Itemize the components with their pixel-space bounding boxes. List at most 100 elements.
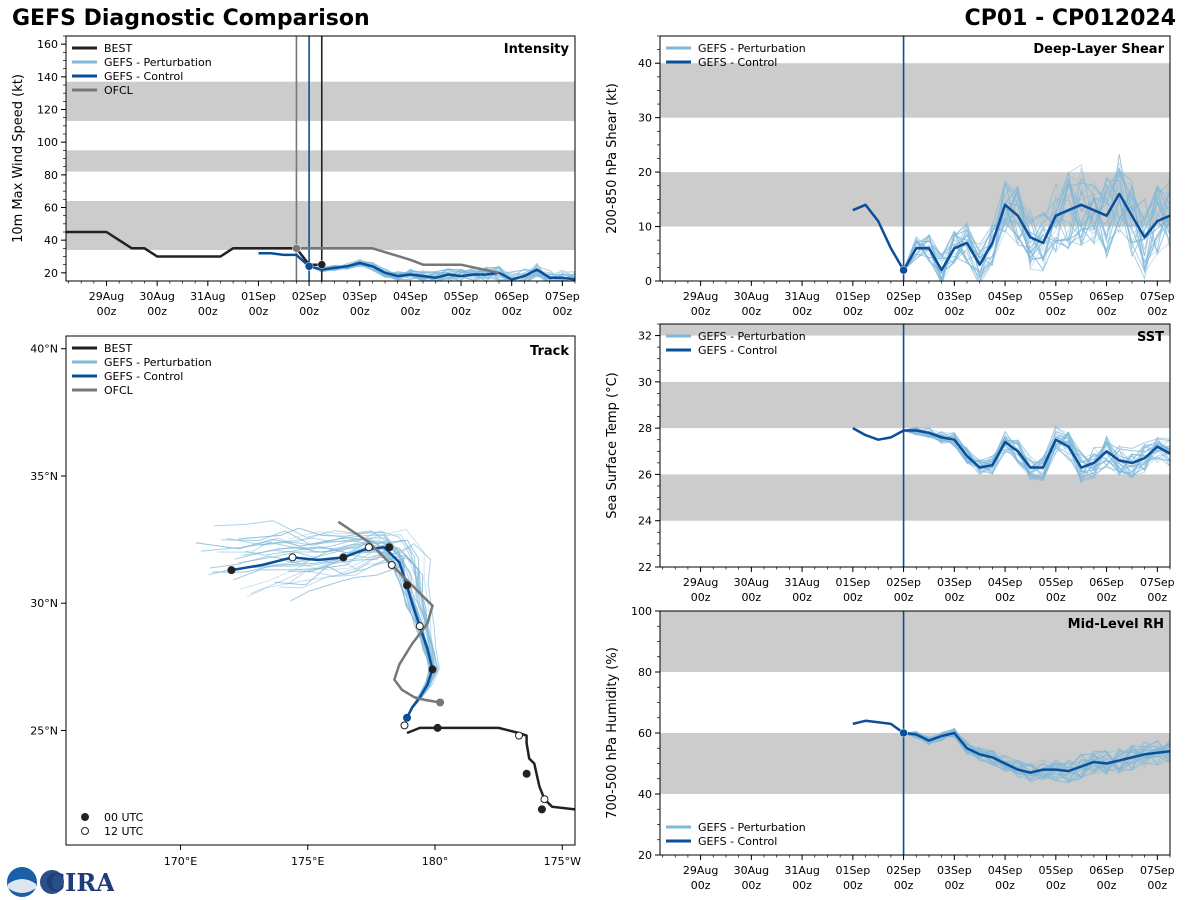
- legend-12utc-marker: [81, 827, 89, 835]
- perturbation-member-line: [903, 727, 1170, 784]
- x-tick-sublabel: 00z: [894, 591, 914, 604]
- track-point-12utc: [415, 622, 424, 631]
- lon-tick-label: 175°E: [291, 855, 324, 868]
- x-tick-label: 29Aug: [683, 576, 718, 589]
- perturbation-member-line: [903, 732, 1170, 780]
- legend-label: OFCL: [104, 84, 134, 97]
- legend-label: GEFS - Control: [698, 835, 777, 848]
- lat-tick-label: 40°N: [30, 343, 58, 356]
- x-tick-label: 04Sep: [393, 290, 428, 303]
- x-tick-label: 07Sep: [545, 290, 580, 303]
- x-tick-label: 07Sep: [1140, 290, 1175, 303]
- y-tick-label: 20: [44, 267, 58, 280]
- initial-point-marker: [292, 244, 301, 253]
- x-tick-sublabel: 00z: [995, 879, 1015, 892]
- x-tick-label: 05Sep: [1038, 290, 1073, 303]
- perturbation-track-line: [307, 542, 440, 719]
- x-tick-sublabel: 00z: [1097, 879, 1117, 892]
- track-point-00utc: [227, 566, 236, 575]
- x-tick-sublabel: 00z: [691, 591, 711, 604]
- legend-label: GEFS - Perturbation: [698, 42, 806, 55]
- legend-label: GEFS - Control: [104, 370, 183, 383]
- track-panel: 170°E 175°E 180° 175°W 25°N 30°N 35°N 40°N Track…: [30, 335, 581, 868]
- threshold-band: [660, 63, 1170, 118]
- perturbation-track-line: [279, 557, 439, 719]
- y-tick-label: 40: [638, 57, 652, 70]
- y-tick-label: 0: [645, 275, 652, 288]
- x-tick-sublabel: 00z: [1046, 305, 1066, 318]
- x-tick-label: 03Sep: [937, 290, 972, 303]
- x-tick-label: 31Aug: [784, 290, 819, 303]
- x-tick-label: 02Sep: [292, 290, 327, 303]
- y-tick-label: 80: [44, 169, 58, 182]
- y-tick-label: 30: [638, 112, 652, 125]
- track-point-12utc: [387, 561, 396, 570]
- lat-tick-label: 30°N: [30, 597, 58, 610]
- x-tick-sublabel: 00z: [1147, 305, 1167, 318]
- y-tick-label: 40: [638, 788, 652, 801]
- x-tick-label: 30Aug: [139, 290, 174, 303]
- panel-title: Intensity: [504, 42, 570, 57]
- y-tick-label: 10: [638, 221, 652, 234]
- panel-title: Track: [530, 344, 569, 359]
- x-tick-sublabel: 00z: [995, 305, 1015, 318]
- x-tick-label: 02Sep: [886, 576, 921, 589]
- x-tick-label: 05Sep: [1038, 864, 1073, 877]
- threshold-band: [660, 381, 1170, 429]
- x-tick-sublabel: 00z: [1097, 591, 1117, 604]
- y-tick-label: 60: [44, 202, 58, 215]
- lon-tick-label: 180°: [422, 855, 449, 868]
- threshold-band: [660, 172, 1170, 227]
- x-tick-label: 01Sep: [835, 576, 870, 589]
- x-tick-sublabel: 00z: [1147, 591, 1167, 604]
- y-tick-label: 120: [37, 104, 58, 117]
- threshold-band: [66, 81, 575, 121]
- gefs-control-track-line: [231, 545, 434, 719]
- track-point-12utc: [400, 721, 409, 730]
- x-tick-sublabel: 00z: [741, 591, 761, 604]
- x-tick-sublabel: 00z: [502, 305, 522, 318]
- y-tick-label: 100: [37, 136, 58, 149]
- y-tick-label: 80: [638, 666, 652, 679]
- legend-label: GEFS - Perturbation: [698, 330, 806, 343]
- track-point-00utc: [385, 543, 394, 552]
- x-tick-sublabel: 00z: [350, 305, 370, 318]
- y-tick-label: 28: [638, 422, 652, 435]
- x-tick-sublabel: 00z: [451, 305, 471, 318]
- cira-globe-icon: [40, 870, 64, 894]
- x-tick-sublabel: 00z: [792, 591, 812, 604]
- x-tick-label: 07Sep: [1140, 576, 1175, 589]
- legend-label: 00 UTC: [104, 811, 144, 824]
- y-tick-label: 140: [37, 71, 58, 84]
- x-tick-sublabel: 00z: [401, 305, 421, 318]
- y-tick-label: 22: [638, 561, 652, 574]
- track-point-00utc: [339, 553, 348, 562]
- intensity-panel: 20 40 60 80 100 120 140 160 29Aug 00z 30Aug 00z 31Au…: [11, 35, 580, 318]
- x-tick-sublabel: 00z: [944, 879, 964, 892]
- y-axis-label: 700-500 hPa Humidity (%): [605, 647, 620, 819]
- y-tick-label: 100: [631, 605, 652, 618]
- y-tick-label: 160: [37, 38, 58, 51]
- x-tick-sublabel: 00z: [1046, 879, 1066, 892]
- control-start-marker: [403, 713, 412, 722]
- x-tick-label: 30Aug: [734, 290, 769, 303]
- perturbation-member-line: [308, 259, 575, 281]
- perturbation-member-line: [903, 166, 1170, 281]
- x-tick-label: 07Sep: [1140, 864, 1175, 877]
- track-point-00utc: [522, 769, 531, 778]
- legend-label: GEFS - Perturbation: [104, 356, 212, 369]
- x-tick-sublabel: 00z: [995, 591, 1015, 604]
- ofcl-start-marker: [436, 698, 445, 707]
- legend-label: GEFS - Control: [698, 56, 777, 69]
- axes-frame: [659, 323, 1171, 568]
- y-tick-label: 40: [44, 234, 58, 247]
- x-tick-label: 31Aug: [784, 576, 819, 589]
- x-tick-sublabel: 00z: [1046, 591, 1066, 604]
- x-tick-label: 29Aug: [89, 290, 124, 303]
- track-point-12utc: [515, 731, 524, 740]
